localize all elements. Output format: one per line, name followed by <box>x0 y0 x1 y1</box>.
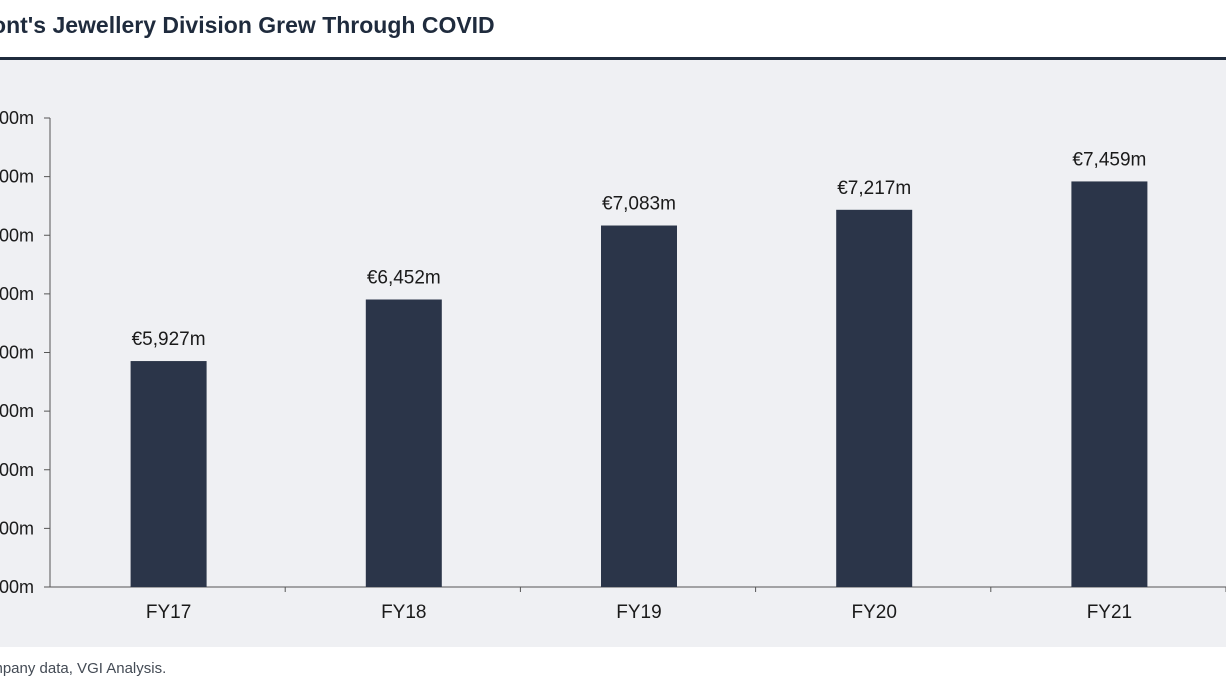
y-tick-label: 00m <box>0 460 34 480</box>
source-note: ompany data, VGI Analysis. <box>0 660 167 677</box>
labels: FY17 €5,927m FY18 €6,452m FY19 €7,083m FY20 €7,… <box>132 149 1147 623</box>
y-tick-label: 00m <box>0 343 34 363</box>
title-divider <box>0 57 1226 60</box>
bar <box>130 361 207 587</box>
axes: 00m 00m 00m 00m 00m 00m 00m 00m 00m <box>0 108 1226 597</box>
y-tick-label: 00m <box>0 225 34 245</box>
x-tick-label: FY20 <box>851 602 896 623</box>
bar <box>836 209 913 587</box>
x-tick-label: FY18 <box>381 602 426 623</box>
data-label: €7,459m <box>1072 149 1146 170</box>
data-label: €7,217m <box>837 178 911 199</box>
y-tick-label: 00m <box>0 284 34 304</box>
y-tick-label: 00m <box>0 518 34 538</box>
bar <box>601 225 677 587</box>
x-tick-label: FY21 <box>1087 602 1132 623</box>
bar <box>365 299 442 587</box>
data-label: €6,452m <box>367 268 441 289</box>
bar <box>1071 181 1148 587</box>
y-tick-label: 00m <box>0 108 34 128</box>
data-label: €5,927m <box>132 329 206 350</box>
x-tick-label: FY19 <box>616 602 661 623</box>
y-tick-label: 00m <box>0 167 34 187</box>
chart-title: nont's Jewellery Division Grew Through C… <box>0 12 495 38</box>
y-tick-label: 00m <box>0 401 34 421</box>
x-tick-label: FY17 <box>146 602 191 623</box>
y-tick-label: 00m <box>0 577 34 597</box>
bars <box>130 181 1148 587</box>
data-label: €7,083m <box>602 194 676 215</box>
